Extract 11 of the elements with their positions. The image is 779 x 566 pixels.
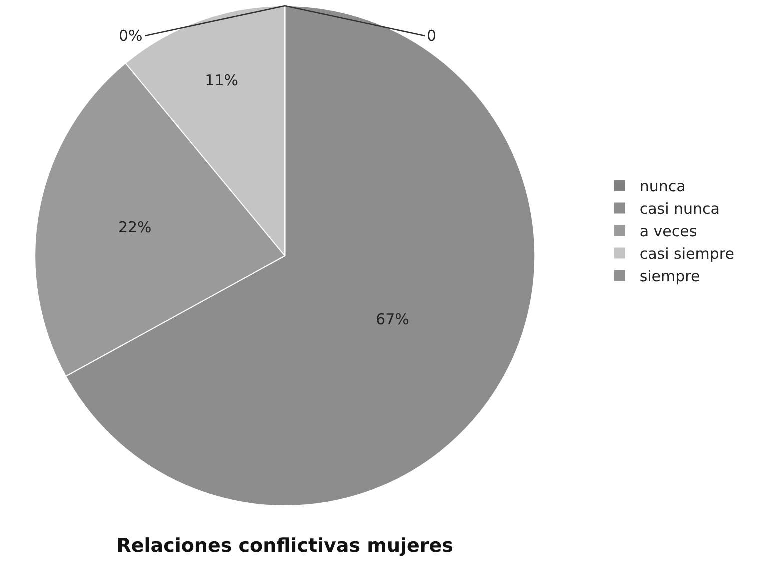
legend-label: casi nunca <box>640 200 720 218</box>
legend-label: casi siempre <box>640 245 734 264</box>
legend-label: siempre <box>640 268 700 286</box>
data-label: 11% <box>205 71 239 90</box>
data-label: 22% <box>118 218 152 236</box>
legend-label: a veces <box>640 222 698 241</box>
data-label: 67% <box>376 310 410 329</box>
text: 0 <box>427 27 437 45</box>
text: Relaciones conflictivas mujeres <box>116 534 454 557</box>
legend-label: nunca <box>640 178 686 196</box>
text: 0% <box>119 27 143 45</box>
